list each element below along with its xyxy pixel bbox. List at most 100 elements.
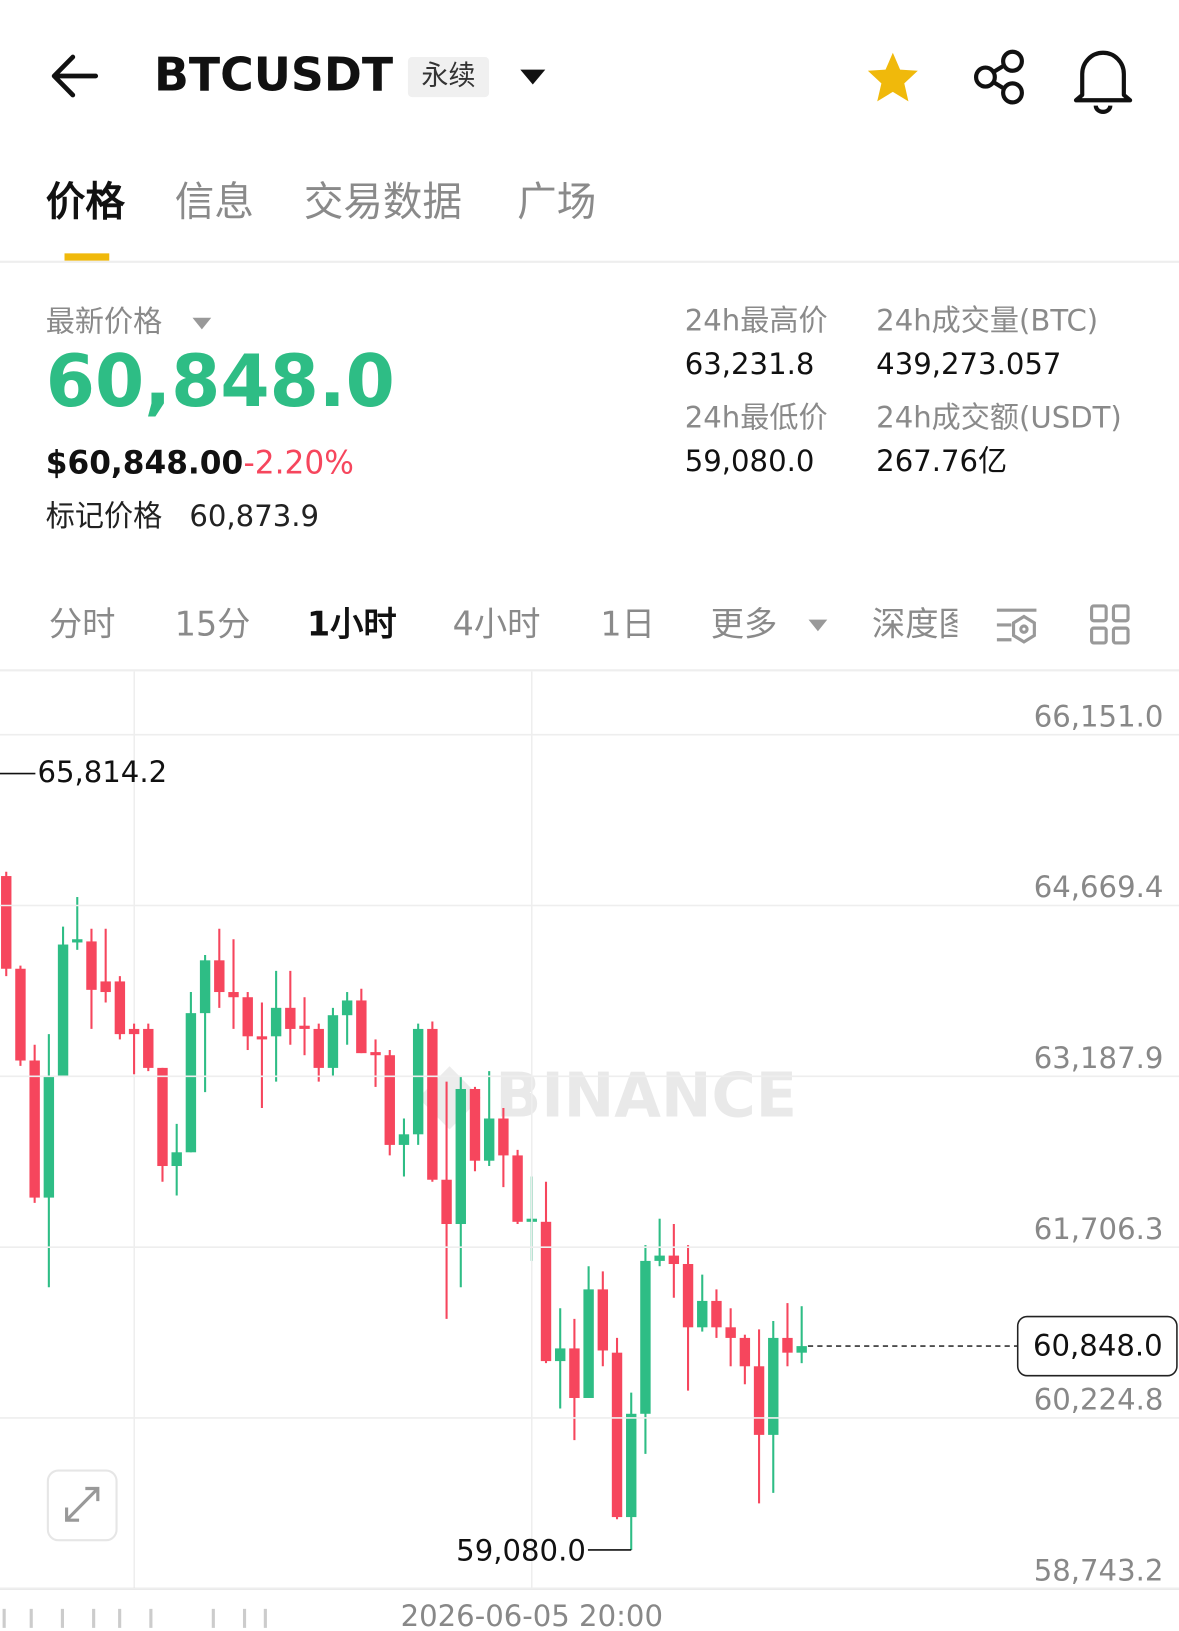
y-tick-label: 63,187.9 bbox=[1034, 1041, 1164, 1075]
stat-label: 24h最低价 bbox=[685, 400, 828, 434]
candle-body bbox=[1, 876, 12, 969]
candle-body bbox=[29, 1060, 40, 1198]
candle-body bbox=[185, 1013, 197, 1153]
candle-body bbox=[228, 992, 239, 998]
candle-body bbox=[626, 1413, 637, 1518]
scrollbar bbox=[2, 1608, 267, 1628]
mark-price: 60,873.9 bbox=[189, 499, 319, 533]
candle-body bbox=[739, 1337, 751, 1367]
stat-value: 63,231.8 bbox=[685, 347, 815, 381]
mark-label: 标记价格 bbox=[46, 499, 162, 533]
candle-body bbox=[370, 1052, 381, 1056]
y-tick-label: 64,669.4 bbox=[1034, 870, 1164, 904]
candle-body bbox=[782, 1337, 793, 1353]
candle-body bbox=[711, 1300, 722, 1328]
favorite-star[interactable] bbox=[867, 52, 918, 102]
tab[interactable]: 价格 bbox=[46, 179, 126, 225]
stat-label: 24h成交量(BTC) bbox=[876, 303, 1098, 337]
badge: 永续 bbox=[421, 60, 475, 91]
plot bbox=[1, 871, 807, 1550]
last-price-label: 60,848.0 bbox=[1033, 1329, 1163, 1363]
candle-body bbox=[171, 1152, 182, 1167]
candle-body bbox=[682, 1264, 694, 1328]
candle-body bbox=[753, 1366, 765, 1435]
candle-body bbox=[483, 1118, 495, 1161]
candle-body bbox=[384, 1055, 395, 1145]
back-button[interactable] bbox=[51, 54, 99, 98]
candle-body bbox=[256, 1036, 268, 1040]
candle-body bbox=[569, 1348, 580, 1398]
expand-icon bbox=[65, 1486, 100, 1522]
candle-body bbox=[270, 1007, 282, 1037]
watermark: BINANCE bbox=[495, 1061, 797, 1132]
candle-body bbox=[498, 1118, 509, 1156]
candle-body bbox=[15, 968, 26, 1061]
candle-body bbox=[242, 997, 253, 1037]
timeframe[interactable]: 1日 bbox=[600, 604, 654, 643]
price-dropdown[interactable] bbox=[192, 317, 212, 330]
candle-body bbox=[313, 1028, 324, 1068]
last-price: 60,848.0 bbox=[46, 340, 395, 424]
badge-bg bbox=[407, 57, 490, 98]
x-tick-label: 2026-06-05 20:00 bbox=[401, 1599, 663, 1631]
tab-indicator bbox=[64, 253, 110, 261]
candle-body bbox=[43, 1076, 55, 1198]
candle-body bbox=[597, 1289, 609, 1351]
tab[interactable]: 交易数据 bbox=[304, 179, 462, 225]
indicator-settings[interactable] bbox=[996, 608, 1037, 644]
candle-body bbox=[583, 1289, 594, 1398]
layout-button[interactable] bbox=[1090, 604, 1130, 645]
symbol: BTCUSDT bbox=[154, 47, 394, 101]
candle-body bbox=[540, 1221, 552, 1362]
candle-body bbox=[157, 1067, 168, 1167]
candle-body bbox=[668, 1255, 680, 1265]
share-button[interactable] bbox=[974, 49, 1024, 105]
candle-body bbox=[555, 1348, 566, 1362]
candle-body bbox=[697, 1300, 708, 1328]
candle-body bbox=[72, 939, 83, 943]
y-tick-label: 61,706.3 bbox=[1034, 1212, 1164, 1246]
candle-body bbox=[199, 960, 211, 1014]
candle-body bbox=[768, 1337, 779, 1435]
candle-body bbox=[725, 1327, 736, 1338]
y-tick-label: 58,743.2 bbox=[1034, 1553, 1164, 1587]
max-label: 65,814.2 bbox=[37, 755, 167, 789]
stat-label: 24h成交额(USDT) bbox=[876, 400, 1122, 434]
usd-price: $60,848.00 bbox=[46, 445, 243, 481]
candle-body bbox=[86, 941, 97, 990]
symbol-dropdown[interactable] bbox=[520, 69, 546, 85]
tab[interactable]: 广场 bbox=[517, 179, 596, 225]
candle-body bbox=[611, 1352, 623, 1518]
price-label[interactable]: 最新价格 bbox=[46, 304, 162, 338]
candle-body bbox=[327, 1015, 339, 1068]
candle-body bbox=[796, 1346, 807, 1353]
candle-body bbox=[128, 1028, 140, 1035]
timeframe[interactable]: 更多 bbox=[711, 604, 778, 643]
candle-body bbox=[469, 1088, 481, 1161]
stat-value: 267.76亿 bbox=[876, 444, 1007, 478]
timeframe[interactable]: 4小时 bbox=[453, 604, 541, 643]
timeframe[interactable]: 深度图 bbox=[872, 604, 972, 643]
change: -2.20% bbox=[244, 445, 354, 481]
y-tick-label: 66,151.0 bbox=[1034, 699, 1164, 733]
tab[interactable]: 信息 bbox=[175, 179, 254, 225]
stat-label: 24h最高价 bbox=[685, 303, 828, 337]
candle-body bbox=[143, 1028, 154, 1068]
candle-body bbox=[455, 1088, 466, 1225]
more-dropdown[interactable] bbox=[808, 619, 828, 632]
alert-bell[interactable] bbox=[1073, 50, 1133, 114]
candle-body bbox=[356, 1000, 367, 1054]
candle-body bbox=[57, 944, 69, 1077]
candle-body bbox=[341, 1000, 353, 1016]
timeframe[interactable]: 15分 bbox=[175, 604, 251, 643]
candle-body bbox=[100, 981, 111, 993]
y-tick-label: 60,224.8 bbox=[1034, 1382, 1164, 1416]
stat-value: 59,080.0 bbox=[685, 444, 815, 478]
timeframe[interactable]: 1小时 bbox=[307, 604, 397, 643]
timeframe[interactable]: 分时 bbox=[49, 604, 116, 643]
min-label: 59,080.0 bbox=[456, 1533, 586, 1567]
candle-body bbox=[214, 960, 225, 993]
candle-body bbox=[398, 1134, 410, 1145]
